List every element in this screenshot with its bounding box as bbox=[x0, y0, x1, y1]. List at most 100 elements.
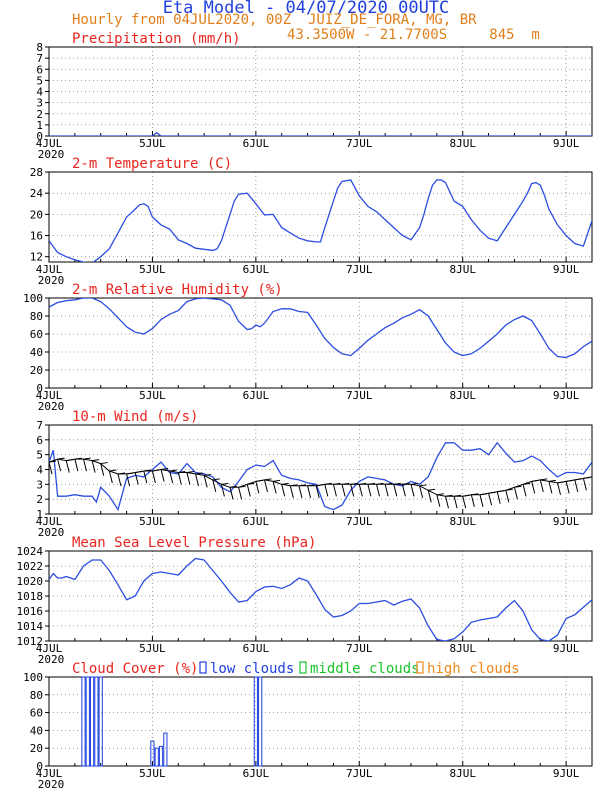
wind-barb bbox=[177, 472, 182, 485]
wind-barb-flag bbox=[428, 488, 436, 491]
panel-frame bbox=[48, 46, 593, 137]
panel-title: Cloud Cover (%) bbox=[72, 661, 198, 677]
wind-barb bbox=[263, 479, 268, 493]
y-tick-label: 80 bbox=[30, 689, 43, 702]
cloud-bar bbox=[89, 676, 95, 767]
wind-barb bbox=[341, 484, 346, 497]
x-year-label: 2020 bbox=[38, 526, 65, 539]
header-location: Hourly from 04JUL2020, 00Z JUIZ_DE_FORA,… bbox=[72, 12, 477, 28]
legend-label: low clouds bbox=[210, 661, 294, 677]
wind-barb bbox=[108, 470, 113, 484]
wind-barb bbox=[315, 485, 320, 498]
y-tick-label: 20 bbox=[30, 364, 43, 377]
y-tick-label: 0 bbox=[36, 382, 43, 395]
wind-barb-flag bbox=[419, 484, 427, 487]
y-tick-label: 1016 bbox=[17, 605, 44, 618]
y-tick-label: 7 bbox=[36, 52, 43, 65]
x-tick-label: 9JUL bbox=[553, 767, 580, 780]
panel-3: 1 2 34 5 6 7 4JUL 5JUL 6JUL 7JUL 8JUL 9JUL 2020 10-m … bbox=[36, 409, 593, 539]
x-tick-label: 9JUL bbox=[553, 515, 580, 528]
y-tick-label: 6 bbox=[36, 63, 43, 76]
wind-barb bbox=[151, 470, 156, 484]
wind-barb bbox=[298, 485, 303, 498]
legend-label: middle clouds bbox=[310, 661, 420, 677]
cloud-bar bbox=[98, 676, 103, 767]
cloud-bar bbox=[154, 747, 159, 767]
y-tick-label: 100 bbox=[23, 292, 43, 305]
y-tick-label: 100 bbox=[23, 671, 43, 684]
cloud-bar bbox=[81, 676, 86, 767]
y-tick-label: 20 bbox=[30, 208, 43, 221]
wind-barb bbox=[332, 484, 337, 497]
panel-title: Mean Sea Level Pressure (hPa) bbox=[72, 535, 316, 551]
y-tick-label: 6 bbox=[36, 434, 43, 447]
x-tick-label: 8JUL bbox=[449, 137, 476, 150]
y-tick-label: 5 bbox=[36, 74, 43, 87]
x-tick-label: 7JUL bbox=[346, 767, 373, 780]
x-year-label: 2020 bbox=[38, 653, 65, 666]
wind-barb bbox=[169, 470, 174, 484]
panel-frame bbox=[48, 676, 593, 767]
wind-barb bbox=[444, 496, 449, 509]
cloud-bar bbox=[253, 676, 258, 767]
wind-barb bbox=[427, 490, 432, 503]
x-tick-label: 6JUL bbox=[243, 263, 270, 276]
x-tick-label: 4JUL bbox=[36, 642, 63, 655]
y-tick-label: 16 bbox=[30, 230, 43, 243]
wind-barb bbox=[220, 484, 225, 497]
wind-barb bbox=[203, 475, 208, 488]
y-tick-label: 1020 bbox=[17, 575, 44, 588]
wind-barb-baseline bbox=[49, 458, 592, 497]
x-tick-label: 9JUL bbox=[553, 389, 580, 402]
x-tick-label: 8JUL bbox=[449, 515, 476, 528]
y-tick-label: 1024 bbox=[17, 545, 44, 558]
cloud-bar bbox=[85, 676, 90, 767]
panel-title: 10-m Wind (m/s) bbox=[72, 409, 198, 425]
wind-barb bbox=[582, 478, 587, 491]
x-tick-label: 7JUL bbox=[346, 642, 373, 655]
wind-barb bbox=[488, 493, 493, 506]
x-tick-label: 8JUL bbox=[449, 642, 476, 655]
wind-barb bbox=[255, 481, 260, 494]
x-tick-label: 4JUL bbox=[36, 137, 63, 150]
legend-swatch bbox=[416, 661, 424, 674]
cloud-bar bbox=[258, 676, 263, 767]
y-tick-label: 2 bbox=[36, 493, 43, 506]
x-tick-label: 6JUL bbox=[243, 515, 270, 528]
wind-barb bbox=[134, 472, 139, 485]
wind-barb bbox=[479, 494, 484, 507]
wind-barb bbox=[513, 487, 518, 500]
x-tick-label: 4JUL bbox=[36, 389, 63, 402]
series-line bbox=[49, 557, 592, 641]
wind-barb bbox=[565, 481, 570, 494]
x-tick-label: 5JUL bbox=[139, 642, 166, 655]
y-tick-label: 28 bbox=[30, 166, 43, 179]
wind-barb bbox=[367, 484, 372, 497]
wind-barb bbox=[74, 458, 79, 472]
x-tick-label: 6JUL bbox=[243, 767, 270, 780]
panel-title: 2-m Temperature (C) bbox=[72, 156, 232, 172]
panel-frame bbox=[48, 297, 593, 389]
x-tick-label: 7JUL bbox=[346, 137, 373, 150]
x-tick-label: 8JUL bbox=[449, 767, 476, 780]
wind-barb-flag bbox=[273, 479, 281, 482]
wind-barb bbox=[212, 479, 217, 493]
x-tick-label: 5JUL bbox=[139, 515, 166, 528]
wind-barb bbox=[307, 485, 312, 498]
y-tick-label: 7 bbox=[36, 419, 43, 432]
panel-5: 0 20 40 60 80 100 4JUL 5JUL 6JUL 7JUL 8JUL 9JUL 2020… bbox=[23, 661, 593, 791]
wind-barb-flag bbox=[212, 478, 220, 481]
wind-barb bbox=[410, 484, 415, 497]
y-tick-label: 2 bbox=[36, 108, 43, 121]
cloud-bar bbox=[94, 676, 99, 767]
wind-barb bbox=[324, 484, 329, 497]
x-tick-label: 5JUL bbox=[139, 137, 166, 150]
wind-barb bbox=[186, 472, 191, 485]
panel-4: 1012 1014 1016 1018 1020 1022 1024 4JUL 5JUL 6JUL… bbox=[17, 535, 593, 666]
y-tick-label: 3 bbox=[36, 478, 43, 491]
x-tick-label: 8JUL bbox=[449, 389, 476, 402]
wind-barb-flag bbox=[109, 469, 117, 472]
wind-barb bbox=[126, 473, 131, 487]
x-tick-label: 7JUL bbox=[346, 263, 373, 276]
wind-barb bbox=[117, 473, 122, 487]
